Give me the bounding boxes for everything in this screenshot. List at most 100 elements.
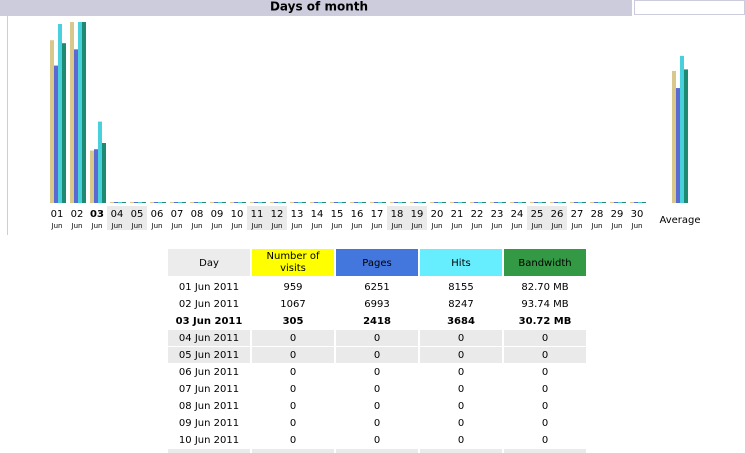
bar <box>454 202 458 203</box>
bar <box>274 202 278 203</box>
bar <box>50 40 54 204</box>
day-label: 13 <box>291 209 304 220</box>
bar <box>478 202 482 203</box>
month-label: Jun <box>351 222 363 230</box>
bar <box>178 202 182 203</box>
table-cell: 0 <box>458 435 464 446</box>
bar <box>542 202 546 203</box>
table-cell: 0 <box>542 435 548 446</box>
month-label: Jun <box>211 222 223 230</box>
month-label: Jun <box>411 222 423 230</box>
bar <box>190 202 194 203</box>
table-cell: 0 <box>542 333 548 344</box>
bar <box>102 143 106 203</box>
bar <box>210 202 214 203</box>
bar <box>114 202 118 203</box>
weekend-cell <box>504 347 586 363</box>
table-cell: 0 <box>290 333 296 344</box>
bar <box>322 202 326 203</box>
month-label: Jun <box>331 222 343 230</box>
bar <box>70 22 74 203</box>
table: Day Number of visits Pages Hits Bandwidth 01 J… <box>168 249 586 453</box>
day-label: 09 <box>211 209 224 220</box>
bar <box>358 202 362 203</box>
bar <box>150 202 154 203</box>
table-cell: 6251 <box>364 282 389 293</box>
weekend-cell <box>168 347 250 363</box>
table-cell: 0 <box>290 418 296 429</box>
weekend-cell <box>252 347 334 363</box>
bar <box>142 202 146 203</box>
table-cell: 03 Jun 2011 <box>176 316 243 327</box>
header-bar <box>0 0 632 16</box>
day-label: 29 <box>611 209 624 220</box>
day-label: 14 <box>311 209 324 220</box>
table-cell: 8155 <box>448 282 473 293</box>
bar <box>170 202 174 203</box>
bar <box>134 202 138 203</box>
table-cell: 0 <box>374 367 380 378</box>
table-cell: 05 Jun 2011 <box>179 350 239 361</box>
table-cell: 0 <box>542 384 548 395</box>
table-cell: 6993 <box>364 299 389 310</box>
day-label: 27 <box>571 209 584 220</box>
bar <box>222 202 226 203</box>
weekend-bg <box>547 206 567 230</box>
table-cell: 0 <box>290 384 296 395</box>
weekend-cell <box>168 449 250 453</box>
bar <box>278 202 282 203</box>
table-cell: 93.74 MB <box>521 299 568 310</box>
table-cell: 305 <box>283 316 304 327</box>
bar <box>342 202 346 203</box>
bar <box>110 202 114 203</box>
bar <box>354 202 358 203</box>
table-cell: 0 <box>458 401 464 412</box>
month-label: Jun <box>251 222 263 230</box>
table-cell: 0 <box>542 350 548 361</box>
bar <box>94 149 98 203</box>
month-label: Jun <box>491 222 503 230</box>
table-cell: 0 <box>458 333 464 344</box>
bar <box>378 202 382 203</box>
day-label: 21 <box>451 209 464 220</box>
bar <box>622 202 626 203</box>
bar <box>602 202 606 203</box>
bar <box>442 202 446 203</box>
table-cell: 0 <box>374 350 380 361</box>
bar <box>558 202 562 203</box>
bar <box>570 202 574 203</box>
bar <box>618 202 622 203</box>
weekend-cell <box>252 449 334 453</box>
header-cell <box>336 249 418 276</box>
day-label: 15 <box>331 209 344 220</box>
bar <box>676 88 680 203</box>
bar <box>198 202 202 203</box>
table-cell: 0 <box>458 367 464 378</box>
month-label: Jun <box>191 222 203 230</box>
weekend-bg <box>387 206 407 230</box>
bar <box>594 202 598 203</box>
table-cell: 0 <box>458 350 464 361</box>
bar <box>514 202 518 203</box>
day-label: 05 <box>131 209 144 220</box>
table-cell: 1067 <box>280 299 305 310</box>
bar <box>174 202 178 203</box>
bar <box>684 69 688 204</box>
average-label: Average <box>659 215 700 226</box>
table-cell: 0 <box>542 401 548 412</box>
month-label: Jun <box>511 222 523 230</box>
bar <box>74 49 78 204</box>
bar <box>390 202 394 203</box>
header-text: Bandwidth <box>518 258 571 269</box>
month-label: Jun <box>551 222 563 230</box>
bar <box>562 202 566 203</box>
bar <box>302 202 306 203</box>
bar <box>438 202 442 203</box>
bar <box>370 202 374 203</box>
weekend-cell <box>252 330 334 346</box>
bar <box>182 202 186 203</box>
bar <box>258 202 262 203</box>
table-cell: 02 Jun 2011 <box>179 299 239 310</box>
weekend-bg <box>127 206 147 230</box>
